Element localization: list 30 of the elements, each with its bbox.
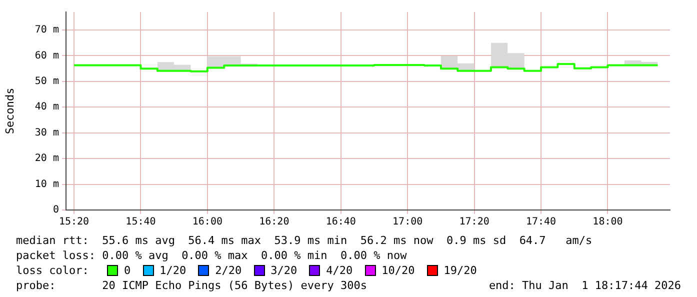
legend-label: 3/20 bbox=[270, 263, 298, 278]
text: end: Thu Jan 1 18:17:44 2026 bbox=[488, 278, 681, 293]
y-tick-label: 60 m bbox=[34, 50, 59, 62]
legend-label: 1/20 bbox=[160, 263, 186, 278]
legend-title: loss color: bbox=[16, 263, 90, 278]
x-tick-label: 15:40 bbox=[126, 216, 156, 228]
x-tick-label: 17:40 bbox=[526, 216, 556, 228]
legend-label: 4/20 bbox=[326, 263, 353, 278]
x-tick-label: 16:20 bbox=[259, 216, 290, 228]
y-tick-label: 10 m bbox=[34, 178, 59, 190]
legend-label: 19/20 bbox=[444, 263, 477, 278]
text: packet loss: 0.00 % avg 0.00 % max 0.00 % min 0.00 % now bbox=[16, 248, 408, 263]
x-tick-label: 16:40 bbox=[326, 216, 356, 228]
y-tick-label: 30 m bbox=[34, 127, 59, 138]
y-tick-label: 20 m bbox=[34, 153, 59, 164]
y-tick-label: 70 m bbox=[34, 24, 59, 36]
legend-label: 2/20 bbox=[215, 263, 242, 278]
text: probe: 20 ICMP Echo Pings (56 Bytes) every 300s bbox=[16, 278, 367, 293]
y-tick-label: 40 m bbox=[34, 102, 59, 113]
x-tick-label: 16:00 bbox=[192, 216, 222, 228]
x-tick-label: 18:00 bbox=[592, 216, 623, 228]
x-tick-label: 17:00 bbox=[392, 216, 423, 228]
y-tick-label: 0 bbox=[52, 204, 59, 216]
y-tick-label: 50 m bbox=[34, 76, 59, 88]
x-tick-label: 17:20 bbox=[459, 216, 490, 228]
legend-label: 10/20 bbox=[382, 263, 415, 278]
x-tick-label: 15:20 bbox=[58, 216, 90, 228]
y-axis-title: Seconds bbox=[3, 88, 16, 134]
text: median rtt: 55.6 ms avg 56.4 ms max 53.9 ms min 56.2 ms now 0.9 ms sd 64.7 am/s bbox=[16, 233, 594, 248]
legend-label: 0 bbox=[124, 263, 131, 278]
